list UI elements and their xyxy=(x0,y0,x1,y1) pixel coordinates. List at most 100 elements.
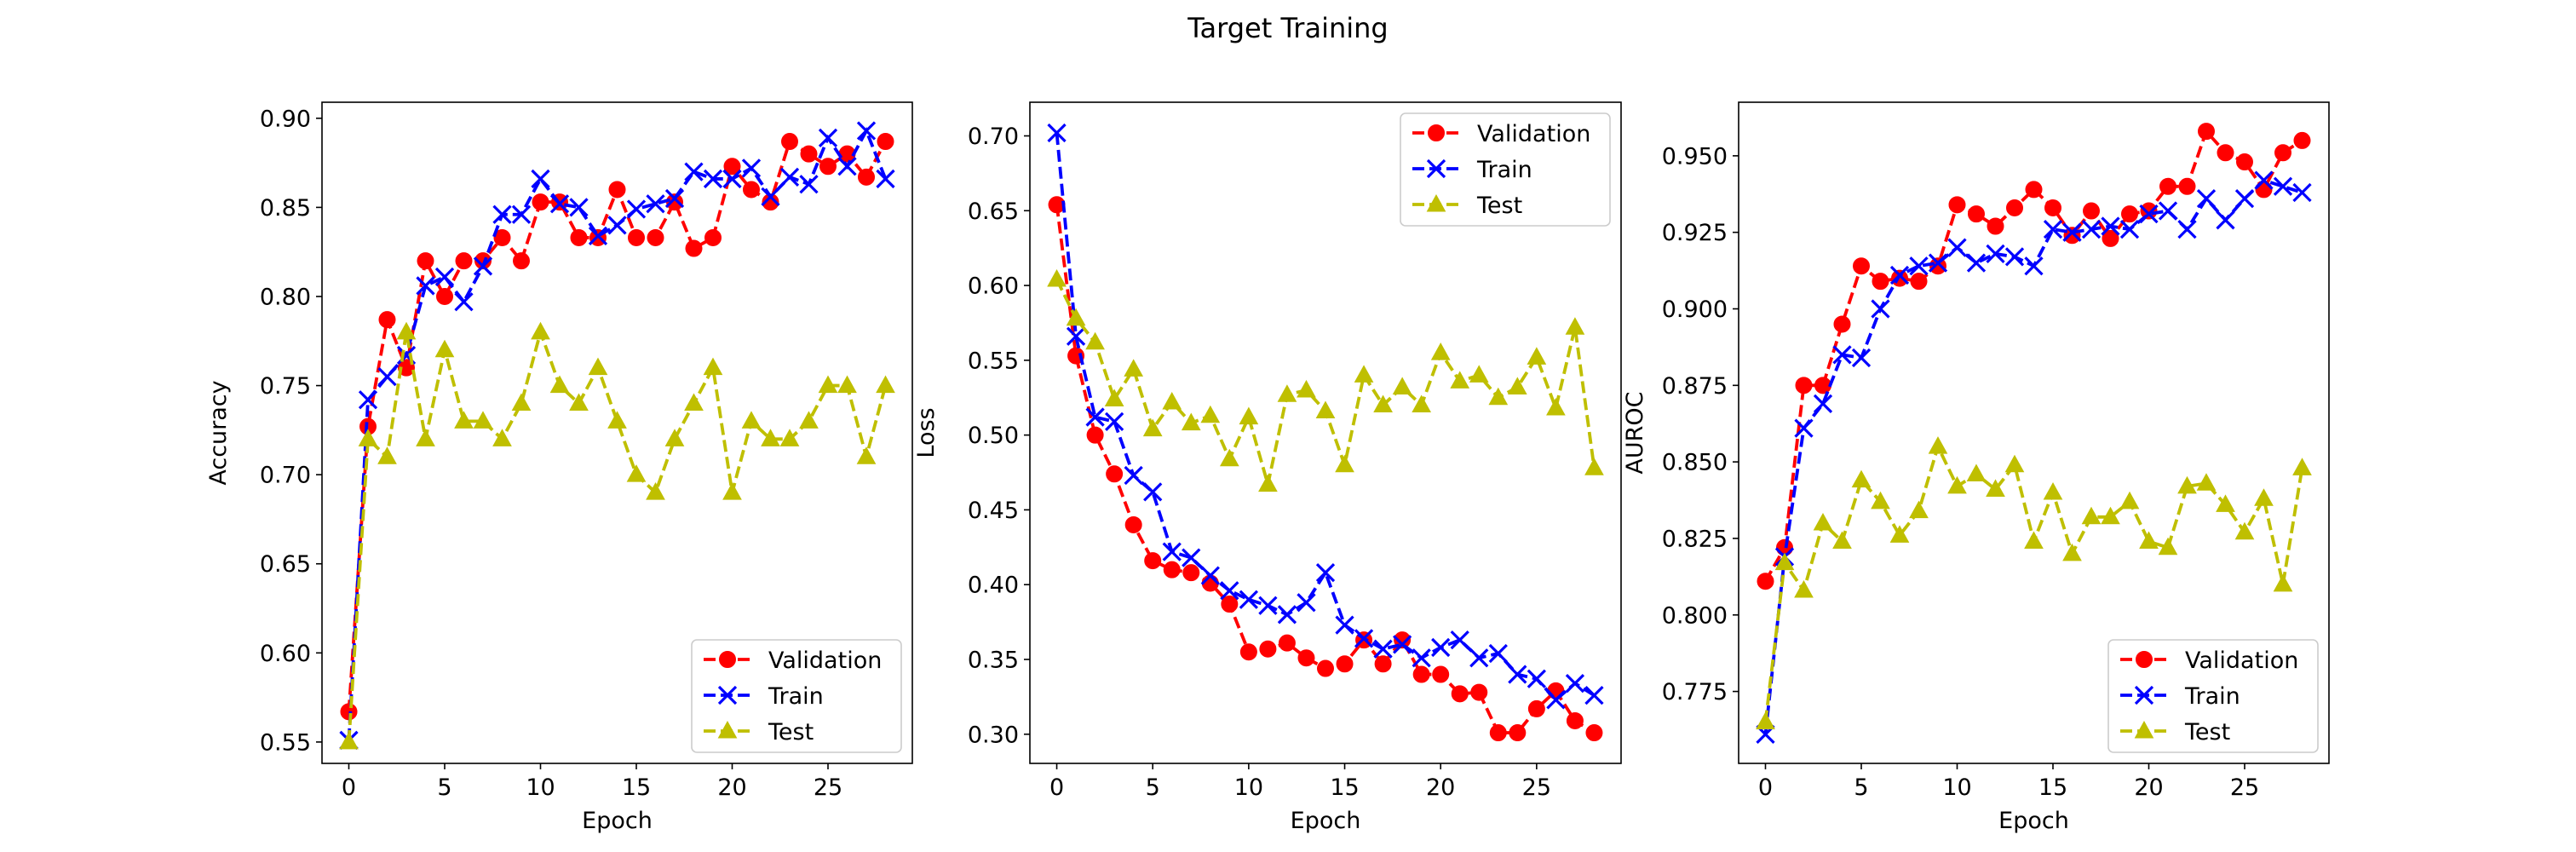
data-point xyxy=(1335,615,1354,635)
data-point xyxy=(1795,377,1813,394)
data-point xyxy=(1315,400,1336,419)
x-tick-label: 0 xyxy=(342,774,356,801)
data-point xyxy=(1412,394,1432,413)
data-point xyxy=(2196,473,2217,491)
plot-area xyxy=(1756,123,2312,745)
data-point xyxy=(856,121,877,141)
data-point xyxy=(1966,463,1987,481)
y-tick-label: 0.60 xyxy=(260,641,311,667)
data-point xyxy=(1144,552,1162,570)
x-tick-label: 0 xyxy=(1049,774,1064,801)
data-point xyxy=(2254,488,2274,506)
data-point xyxy=(1948,196,1966,214)
legend-entry-train: Train xyxy=(1412,157,1532,183)
data-point xyxy=(2081,219,2102,239)
x-tick-label: 5 xyxy=(1854,774,1868,801)
x-tick-label: 15 xyxy=(622,774,651,801)
data-point xyxy=(1451,685,1469,703)
data-point xyxy=(2139,204,2159,224)
data-point xyxy=(2158,201,2178,221)
data-point xyxy=(492,204,512,224)
data-point xyxy=(1181,412,1201,431)
legend-label: Test xyxy=(2184,719,2230,746)
data-point xyxy=(378,311,396,329)
y-tick-label: 0.950 xyxy=(1662,143,1728,170)
data-point xyxy=(2024,531,2044,550)
x-tick-label: 20 xyxy=(2134,774,2163,801)
data-point xyxy=(1584,458,1604,475)
data-point xyxy=(626,464,647,482)
data-point xyxy=(2234,189,2255,209)
data-point xyxy=(1105,412,1124,431)
data-point xyxy=(876,375,895,394)
data-point xyxy=(1431,637,1451,658)
data-point xyxy=(1947,238,1967,257)
data-point xyxy=(1297,593,1316,613)
data-point xyxy=(741,158,762,178)
data-point xyxy=(761,429,780,446)
data-point xyxy=(588,357,608,376)
data-point xyxy=(1851,469,1872,488)
y-tick-label: 0.775 xyxy=(1662,679,1728,705)
data-point xyxy=(2273,573,2293,592)
data-point xyxy=(1469,365,1489,383)
data-point xyxy=(2292,182,2312,203)
data-point xyxy=(1489,724,1507,742)
data-point xyxy=(704,228,722,246)
data-point xyxy=(1047,123,1067,143)
x-axis-label: Epoch xyxy=(582,808,653,834)
data-point xyxy=(1488,643,1508,664)
data-point xyxy=(761,187,780,206)
legend-entry-validation: Validation xyxy=(2120,648,2298,674)
y-axis-label: Accuracy xyxy=(205,380,232,485)
data-point xyxy=(1947,475,1967,494)
data-point xyxy=(1968,205,1985,223)
data-point xyxy=(1297,649,1315,667)
data-point xyxy=(1354,629,1374,648)
data-point xyxy=(492,429,512,446)
data-point xyxy=(664,429,685,446)
series-test xyxy=(339,321,895,750)
data-point xyxy=(856,446,877,464)
data-point xyxy=(1143,482,1163,502)
data-point xyxy=(1104,389,1124,406)
data-point xyxy=(1219,448,1239,467)
data-point xyxy=(1106,465,1124,483)
data-point xyxy=(1200,566,1220,585)
data-point xyxy=(1258,474,1278,492)
data-point xyxy=(1508,665,1527,684)
data-point xyxy=(779,429,800,446)
legend-marker xyxy=(1426,158,1446,179)
data-point xyxy=(741,411,762,429)
data-point xyxy=(454,292,474,312)
data-point xyxy=(377,366,397,387)
legend-marker xyxy=(1428,124,1445,141)
data-point xyxy=(531,169,550,189)
subplot-2: 0 5 10 15 20 25 0.30 0.35 0.40 0.45 0.50 0.55 0.60 0.… xyxy=(913,101,1622,834)
data-point xyxy=(2024,256,2044,276)
data-point xyxy=(1086,426,1104,444)
x-tick-label: 25 xyxy=(1522,774,1551,801)
data-point xyxy=(1239,643,1257,661)
data-point xyxy=(743,181,760,199)
x-tick-label: 25 xyxy=(2230,774,2259,801)
data-point xyxy=(434,339,455,358)
data-point xyxy=(396,321,417,340)
axes-frame xyxy=(321,101,913,764)
data-point xyxy=(1910,273,1928,291)
y-axis-label: AUROC xyxy=(1622,391,1648,474)
x-axis-label: Epoch xyxy=(1998,808,2069,834)
data-point xyxy=(2102,229,2119,247)
data-point xyxy=(1066,308,1086,326)
x-tick-label: 10 xyxy=(526,774,555,801)
data-point xyxy=(1412,665,1430,683)
data-point xyxy=(531,321,550,340)
data-point xyxy=(647,228,664,246)
data-point xyxy=(1889,265,1910,285)
figure-title: Target Training xyxy=(1187,12,1388,44)
data-point xyxy=(2234,521,2255,540)
legend-entry-test: Test xyxy=(704,719,814,746)
legend-label: Validation xyxy=(2185,648,2298,674)
data-point xyxy=(1757,573,1774,590)
data-point xyxy=(1239,590,1259,609)
